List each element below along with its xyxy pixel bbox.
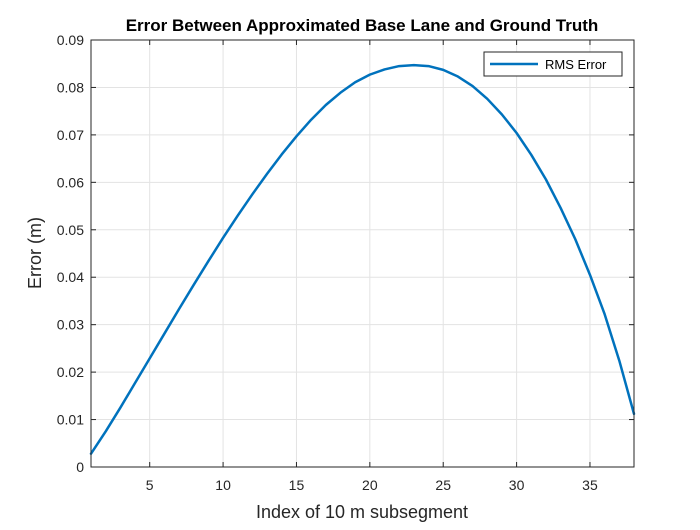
x-axis-label: Index of 10 m subsegment	[256, 502, 468, 522]
y-tick-label: 0.01	[57, 412, 84, 428]
x-tick-label: 15	[289, 477, 305, 493]
y-tick-label: 0.07	[57, 127, 84, 143]
x-tick-label: 30	[509, 477, 525, 493]
y-tick-label: 0.05	[57, 222, 84, 238]
y-tick-labels: 0 0.01 0.02 0.03 0.04 0.05 0.06 0.07 0.08 0.09	[57, 32, 84, 475]
x-tick-label: 10	[215, 477, 231, 493]
y-tick-label: 0.09	[57, 32, 84, 48]
x-tick-labels: 5 10 15 20 25 30 35	[146, 477, 598, 493]
series-layer	[89, 63, 636, 455]
x-tick-label: 35	[582, 477, 598, 493]
y-axis-label: Error (m)	[25, 217, 45, 289]
series-line	[89, 63, 636, 455]
y-tick-label: 0.06	[57, 174, 84, 190]
legend-label: RMS Error	[545, 57, 607, 72]
axes-box	[90, 39, 635, 468]
x-tick-label: 20	[362, 477, 378, 493]
legend: RMS Error	[483, 51, 623, 77]
y-tick-label: 0.04	[57, 269, 84, 285]
x-tick-label: 5	[146, 477, 154, 493]
x-tick-label: 25	[435, 477, 451, 493]
plot-area	[91, 40, 634, 467]
ticks	[91, 39, 634, 468]
y-tick-label: 0	[76, 459, 84, 475]
y-tick-label: 0.02	[57, 364, 84, 380]
chart-title: Error Between Approximated Base Lane and…	[126, 16, 599, 35]
y-tick-label: 0.03	[57, 317, 84, 333]
y-tick-label: 0.08	[57, 79, 84, 95]
